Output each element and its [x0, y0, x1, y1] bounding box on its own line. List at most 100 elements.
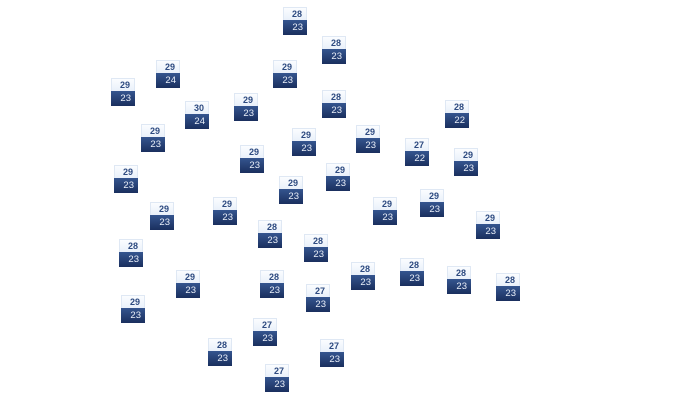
temperature-marker[interactable]: 29 23 — [273, 60, 297, 88]
high-temp: 29 — [454, 148, 478, 161]
low-temp: 23 — [258, 233, 282, 248]
low-temp: 23 — [322, 103, 346, 118]
temperature-marker[interactable]: 29 23 — [373, 197, 397, 225]
temperature-marker[interactable]: 29 24 — [156, 60, 180, 88]
temperature-marker[interactable]: 29 23 — [114, 165, 138, 193]
low-temp: 23 — [306, 297, 330, 312]
high-temp: 28 — [445, 100, 469, 113]
temperature-marker[interactable]: 28 23 — [322, 90, 346, 118]
low-temp: 23 — [111, 91, 135, 106]
temperature-marker[interactable]: 28 23 — [304, 234, 328, 262]
high-temp: 29 — [326, 163, 350, 176]
high-temp: 29 — [420, 189, 444, 202]
temperature-marker[interactable]: 27 23 — [306, 284, 330, 312]
temperature-marker[interactable]: 29 23 — [454, 148, 478, 176]
low-temp: 23 — [150, 215, 174, 230]
low-temp: 23 — [253, 331, 277, 346]
high-temp: 29 — [150, 202, 174, 215]
high-temp: 28 — [260, 270, 284, 283]
temperature-marker[interactable]: 28 23 — [119, 239, 143, 267]
temperature-marker[interactable]: 28 23 — [400, 258, 424, 286]
low-temp: 23 — [400, 271, 424, 286]
low-temp: 23 — [265, 377, 289, 392]
low-temp: 22 — [445, 113, 469, 128]
temperature-marker[interactable]: 27 22 — [405, 138, 429, 166]
low-temp: 23 — [208, 351, 232, 366]
low-temp: 23 — [326, 176, 350, 191]
low-temp: 23 — [320, 352, 344, 367]
temperature-marker[interactable]: 29 23 — [141, 124, 165, 152]
low-temp: 23 — [304, 247, 328, 262]
high-temp: 27 — [405, 138, 429, 151]
temperature-marker[interactable]: 27 23 — [265, 364, 289, 392]
high-temp: 28 — [208, 338, 232, 351]
high-temp: 27 — [306, 284, 330, 297]
temperature-marker[interactable]: 29 23 — [420, 189, 444, 217]
temperature-marker[interactable]: 29 23 — [279, 176, 303, 204]
temperature-marker[interactable]: 30 24 — [185, 101, 209, 129]
low-temp: 23 — [496, 286, 520, 301]
high-temp: 29 — [156, 60, 180, 73]
temperature-marker[interactable]: 28 22 — [445, 100, 469, 128]
high-temp: 27 — [265, 364, 289, 377]
temperature-marker[interactable]: 29 23 — [121, 295, 145, 323]
temperature-marker[interactable]: 28 23 — [260, 270, 284, 298]
temperature-marker[interactable]: 29 23 — [213, 197, 237, 225]
temperature-marker[interactable]: 28 23 — [322, 36, 346, 64]
temperature-marker[interactable]: 29 23 — [326, 163, 350, 191]
temperature-marker[interactable]: 27 23 — [320, 339, 344, 367]
temperature-marker[interactable]: 27 23 — [253, 318, 277, 346]
temperature-marker[interactable]: 29 23 — [176, 270, 200, 298]
low-temp: 23 — [283, 20, 307, 35]
high-temp: 30 — [185, 101, 209, 114]
temperature-marker[interactable]: 29 23 — [234, 93, 258, 121]
high-temp: 28 — [447, 266, 471, 279]
low-temp: 24 — [185, 114, 209, 129]
low-temp: 23 — [240, 158, 264, 173]
high-temp: 29 — [176, 270, 200, 283]
low-temp: 23 — [476, 224, 500, 239]
high-temp: 28 — [258, 220, 282, 233]
low-temp: 23 — [356, 138, 380, 153]
low-temp: 23 — [213, 210, 237, 225]
high-temp: 28 — [351, 262, 375, 275]
high-temp: 28 — [400, 258, 424, 271]
low-temp: 23 — [273, 73, 297, 88]
temperature-marker[interactable]: 28 23 — [258, 220, 282, 248]
low-temp: 23 — [420, 202, 444, 217]
high-temp: 29 — [111, 78, 135, 91]
low-temp: 23 — [114, 178, 138, 193]
temperature-marker[interactable]: 29 23 — [356, 125, 380, 153]
low-temp: 23 — [454, 161, 478, 176]
high-temp: 29 — [273, 60, 297, 73]
high-temp: 28 — [322, 90, 346, 103]
high-temp: 29 — [240, 145, 264, 158]
low-temp: 22 — [405, 151, 429, 166]
high-temp: 29 — [234, 93, 258, 106]
temperature-marker[interactable]: 28 23 — [208, 338, 232, 366]
temperature-marker[interactable]: 29 23 — [240, 145, 264, 173]
low-temp: 23 — [119, 252, 143, 267]
low-temp: 23 — [292, 141, 316, 156]
low-temp: 23 — [279, 189, 303, 204]
high-temp: 29 — [114, 165, 138, 178]
low-temp: 23 — [351, 275, 375, 290]
low-temp: 23 — [141, 137, 165, 152]
low-temp: 24 — [156, 73, 180, 88]
temperature-marker[interactable]: 28 23 — [283, 7, 307, 35]
high-temp: 27 — [320, 339, 344, 352]
temperature-marker[interactable]: 29 23 — [150, 202, 174, 230]
high-temp: 29 — [141, 124, 165, 137]
temperature-marker[interactable]: 28 23 — [496, 273, 520, 301]
low-temp: 23 — [176, 283, 200, 298]
temperature-marker[interactable]: 29 23 — [111, 78, 135, 106]
temperature-marker[interactable]: 29 23 — [476, 211, 500, 239]
high-temp: 28 — [304, 234, 328, 247]
temperature-marker[interactable]: 28 23 — [351, 262, 375, 290]
low-temp: 23 — [260, 283, 284, 298]
temperature-marker[interactable]: 28 23 — [447, 266, 471, 294]
low-temp: 23 — [322, 49, 346, 64]
high-temp: 29 — [373, 197, 397, 210]
temperature-marker[interactable]: 29 23 — [292, 128, 316, 156]
